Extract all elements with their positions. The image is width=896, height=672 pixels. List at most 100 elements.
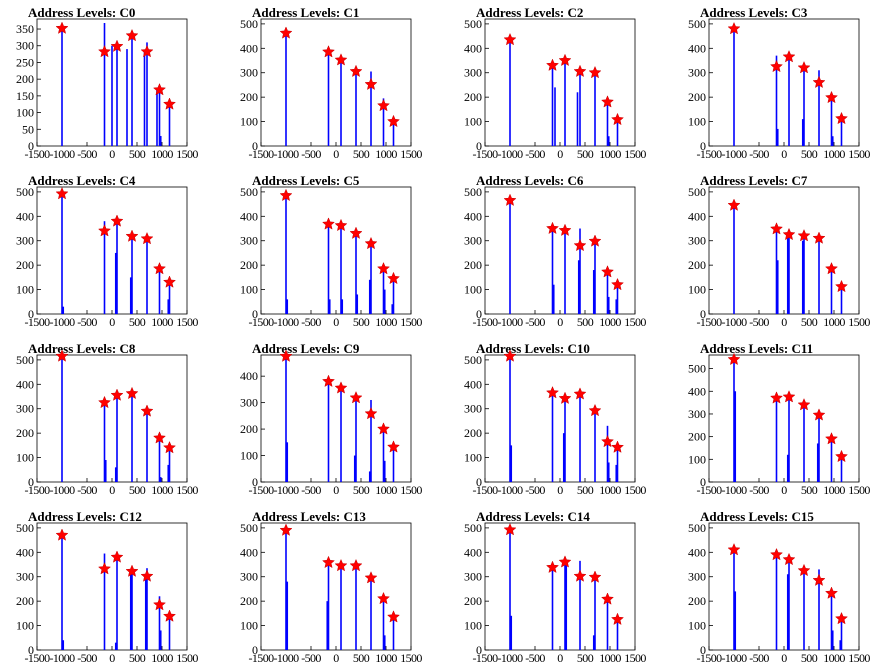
chart-title: Address Levels: C12 [28,509,142,524]
y-tick-label: 500 [688,185,706,199]
peak-marker [386,610,401,623]
x-tick-label: 500 [129,483,146,497]
x-tick-label: 0 [333,147,339,161]
y-tick-label: 350 [16,22,34,36]
plot-frame [260,522,412,651]
peak-marker [55,349,69,362]
peak-marker [152,261,167,275]
peak-marker [727,352,741,366]
y-tick-label: 300 [464,402,482,416]
chart-c0: Address Levels: C0 0 50 100 150 200 250 300 350 -… [16,5,199,161]
peak-marker [834,279,849,293]
x-tick-label: 1000 [599,483,621,497]
peak-marker [600,592,615,605]
peak-marker [97,44,112,58]
plot-frame [484,354,636,483]
peak-marker [769,222,784,235]
x-tick-label: -1500 [25,483,51,497]
x-tick-label: 1000 [599,315,621,329]
y-tick-label: 500 [240,185,258,199]
peak-marker [110,214,124,227]
peak-marker [364,236,378,250]
peak-marker [386,114,401,128]
y-tick-label: 200 [16,426,34,440]
y-tick-label: 300 [240,66,258,80]
peak-marker [610,440,625,453]
x-tick-label: 500 [353,315,370,329]
x-tick-label: -1000 [722,315,748,329]
x-tick-label: -500 [749,651,769,665]
x-tick-label: -1500 [473,651,499,665]
x-tick-label: 0 [781,315,787,329]
y-tick-label: 500 [464,17,482,31]
x-tick-label: -1500 [697,651,723,665]
y-tick-label: 200 [16,258,34,272]
x-tick-label: 0 [557,651,563,665]
peak-marker [503,193,517,206]
y-tick-label: 400 [240,209,258,223]
chart-title: Address Levels: C1 [252,5,359,20]
x-tick-label: -1500 [25,315,51,329]
x-tick-label: 500 [129,651,146,665]
x-tick-label: 0 [109,651,115,665]
x-tick-label: 500 [801,147,818,161]
plot-frame [708,354,860,483]
x-tick-label: -500 [525,651,545,665]
x-tick-label: 1500 [624,147,646,161]
y-tick-label: 300 [464,570,482,584]
y-tick-label: 300 [16,402,34,416]
plot-frame [708,18,860,147]
x-tick-label: 1000 [151,651,173,665]
y-tick-label: 0 [476,643,482,657]
chart-c11: Address Levels: C11 0 100 200 300 400 500 -1500… [688,341,871,497]
x-tick-label: -1500 [249,483,275,497]
x-tick-label: 1000 [375,651,397,665]
x-tick-label: 1000 [823,651,845,665]
x-tick-label: 1500 [624,315,646,329]
y-tick-label: 100 [16,106,34,120]
peak-marker [573,569,587,582]
x-tick-label: 1500 [624,651,646,665]
y-tick-label: 300 [240,570,258,584]
peak-marker [834,611,849,625]
x-tick-label: 500 [801,483,818,497]
y-tick-label: 300 [688,234,706,248]
peak-marker [573,238,587,252]
peak-marker [152,83,167,96]
x-tick-label: 500 [577,483,594,497]
peak-marker [503,349,517,362]
y-tick-label: 0 [700,475,706,489]
x-tick-label: 1500 [400,651,422,665]
x-tick-label: -1500 [25,147,51,161]
chart-c10: Address Levels: C10 0 100 200 300 400 500 -1500… [464,341,647,497]
chart-title: Address Levels: C3 [700,5,808,20]
x-tick-label: -500 [749,483,769,497]
x-tick-label: 0 [781,483,787,497]
peak-marker [125,386,139,400]
y-tick-label: 500 [16,353,34,367]
y-tick-label: 400 [16,209,34,223]
plot-frame [36,522,188,651]
x-tick-label: -500 [301,147,321,161]
x-tick-label: 0 [557,315,563,329]
chart-c8: Address Levels: C80100200300400500-1500-… [16,341,199,497]
chart-c2: Address Levels: C20100200300400500-1500-… [464,5,647,161]
peak-marker [125,229,139,242]
x-tick-label: 500 [129,147,146,161]
chart-c6: Address Levels: C60100200300400500-1500-… [464,173,647,329]
peak-marker [558,555,572,568]
plot-frame [260,186,412,315]
x-tick-label: -1500 [25,651,51,665]
x-tick-label: 1500 [176,651,198,665]
x-tick-label: 1500 [176,147,198,161]
x-tick-label: -500 [77,147,97,161]
peak-marker [824,432,839,445]
y-tick-label: 400 [688,545,706,559]
x-tick-label: -1000 [274,147,300,161]
peak-marker [140,44,154,58]
y-tick-label: 0 [700,643,706,657]
peak-marker [834,449,849,463]
y-tick-label: 100 [16,451,34,465]
peak-marker [769,59,784,73]
peak-marker [558,391,572,405]
